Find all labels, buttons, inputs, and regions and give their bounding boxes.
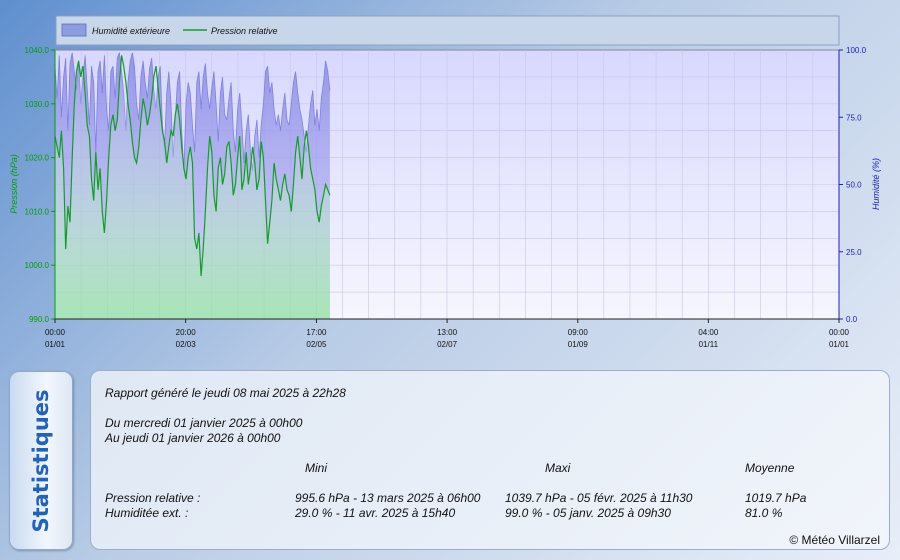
y-left-tick-label: 990.0 (29, 315, 50, 324)
header-min: Mini (305, 461, 328, 475)
row-pressure-max: 1039.7 hPa - 05 févr. 2025 à 11h30 (505, 491, 693, 505)
x-tick-label-time: 20:00 (176, 328, 197, 337)
series-humidity-line (54, 52, 331, 172)
legend-swatch-humidity (61, 23, 87, 37)
x-tick-label-time: 09:00 (568, 328, 589, 337)
series-layer (54, 52, 331, 320)
row-pressure-label: Pression relative : (105, 491, 201, 505)
header-max: Maxi (545, 461, 571, 475)
x-tick-label-time: 17:00 (306, 328, 327, 337)
row-pressure-avg: 1019.7 hPa (745, 491, 807, 505)
row-pressure-min: 995.6 hPa - 13 mars 2025 à 06h00 (295, 491, 481, 505)
x-tick-label-date: 02/05 (306, 340, 327, 349)
to-line: Au jeudi 01 janvier 2026 à 00h00 (105, 431, 281, 445)
x-tick-label-date: 02/03 (176, 340, 197, 349)
legend-label-humidity: Humidité extérieure (92, 26, 170, 36)
y-left-tick-label: 1010.0 (25, 207, 50, 216)
stats-tab: Statistiques (9, 371, 73, 550)
x-tick-label-date: 01/11 (699, 340, 719, 349)
chart: Humidité extérieure Pression relative 99… (9, 15, 881, 349)
from-line: Du mercredi 01 janvier 2025 à 00h00 (105, 416, 303, 430)
x-tick-label-date: 02/07 (437, 340, 458, 349)
y-left-axis-label: Pression (hPa) (9, 154, 19, 214)
stats-panel: Rapport généré le jeudi 08 mai 2025 à 22… (90, 370, 890, 550)
report-line: Rapport généré le jeudi 08 mai 2025 à 22… (105, 386, 346, 400)
row-humidity-min: 29.0 % - 11 avr. 2025 à 15h40 (295, 506, 456, 520)
y-left-tick-label: 1020.0 (25, 154, 50, 163)
header-avg: Moyenne (745, 461, 795, 475)
x-tick-label-date: 01/01 (45, 340, 66, 349)
legend-label-pressure: Pression relative (211, 26, 278, 36)
row-humidity-avg: 81.0 % (745, 506, 783, 520)
y-right-tick-label: 75.0 (846, 113, 862, 122)
x-tick-label-time: 04:00 (698, 328, 719, 337)
y-right-tick-label: 25.0 (846, 248, 862, 257)
axes-layer: 990.0 1000.0 1010.0 1020.0 1030.0 1040.0 0.0 25… (25, 46, 867, 349)
row-humidity-max: 99.0 % - 05 janv. 2025 à 09h30 (505, 506, 671, 520)
y-right-tick-label: 50.0 (846, 181, 862, 190)
y-right-tick-label: 0.0 (846, 315, 858, 324)
copyright: © Météo Villarzel (789, 533, 880, 547)
row-humidity-label: Humiditée ext. : (105, 506, 189, 520)
y-left-tick-label: 1040.0 (25, 46, 50, 55)
x-tick-label-time: 00:00 (45, 328, 66, 337)
x-tick-label-time: 13:00 (437, 328, 458, 337)
x-tick-label-time: 00:00 (829, 328, 850, 337)
x-tick-label-date: 01/09 (568, 340, 589, 349)
legend: Humidité extérieure Pression relative (55, 15, 840, 46)
stats-tab-label: Statistiques (29, 388, 53, 533)
y-left-tick-label: 1000.0 (25, 261, 50, 270)
series-pressure-line (54, 55, 331, 277)
y-right-axis-label: Humidité (%) (871, 158, 881, 210)
x-tick-label-date: 01/01 (829, 340, 850, 349)
y-left-tick-label: 1030.0 (25, 100, 50, 109)
series-pressure-area (55, 55, 330, 320)
y-right-tick-label: 100.0 (846, 46, 867, 55)
